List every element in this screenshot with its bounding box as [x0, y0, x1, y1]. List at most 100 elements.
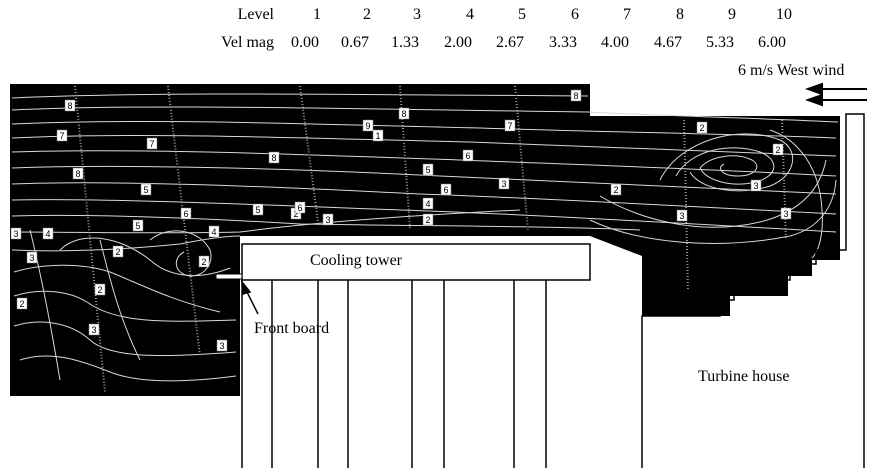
- contour-tag: 7: [56, 129, 68, 142]
- turbine-house-label: Turbine house: [698, 368, 790, 385]
- legend-level-heading: Level: [237, 6, 274, 23]
- turbine-house: [641, 113, 865, 468]
- svg-text:5: 5: [143, 185, 148, 195]
- streamlines: [11, 93, 839, 382]
- legend-vel-7: 4.00: [601, 34, 629, 51]
- contour-tag: 3: [26, 251, 38, 264]
- contour-tag: 2: [94, 283, 106, 296]
- legend-level-5: 5: [518, 6, 526, 23]
- contour-tag: 2: [112, 245, 124, 258]
- svg-text:9: 9: [365, 121, 370, 131]
- svg-text:2: 2: [115, 247, 120, 257]
- contour-tag: 3: [780, 207, 792, 220]
- svg-text:5: 5: [255, 205, 260, 215]
- legend-level-6: 6: [571, 6, 579, 23]
- contour-tag: 2: [16, 297, 28, 310]
- legend-level-10: 10: [776, 6, 792, 23]
- contour-tag: 5: [252, 203, 264, 216]
- contour-tag: 5: [140, 183, 152, 196]
- contour-tag: 8: [72, 167, 84, 180]
- svg-text:3: 3: [679, 211, 684, 221]
- tower-columns: [241, 280, 547, 468]
- contour-tag: 7: [504, 119, 516, 132]
- legend-vel-9: 5.33: [706, 34, 734, 51]
- svg-text:3: 3: [13, 229, 18, 239]
- svg-text:3: 3: [783, 209, 788, 219]
- svg-text:2: 2: [613, 185, 618, 195]
- contour-tag: 3: [498, 177, 510, 190]
- contour-tag: 7: [146, 137, 158, 150]
- front-board-arrow-icon: [241, 279, 259, 315]
- legend-level-4: 4: [466, 6, 474, 23]
- contour-tag: 6: [294, 201, 306, 214]
- legend-vel-3: 1.33: [391, 34, 419, 51]
- velocity-field: [10, 84, 840, 396]
- contour-tag: 3: [88, 323, 100, 336]
- svg-text:3: 3: [501, 179, 506, 189]
- svg-text:5: 5: [135, 221, 140, 231]
- front-board-label: Front board: [254, 320, 330, 337]
- cooling-tower: [241, 243, 591, 281]
- contour-tag: 1: [372, 129, 384, 142]
- contour-tag: 2: [696, 121, 708, 134]
- legend-level-9: 9: [728, 6, 736, 23]
- svg-text:6: 6: [465, 151, 470, 161]
- svg-text:2: 2: [201, 257, 206, 267]
- svg-text:2: 2: [97, 285, 102, 295]
- legend-vel-8: 4.67: [654, 34, 682, 51]
- svg-text:4: 4: [211, 227, 216, 237]
- legend-vel-10: 6.00: [758, 34, 786, 51]
- svg-text:8: 8: [271, 153, 276, 163]
- legend-vel-1: 0.00: [291, 34, 319, 51]
- svg-text:3: 3: [753, 181, 758, 191]
- contour-tag: 2: [198, 255, 210, 268]
- cooling-tower-label: Cooling tower: [310, 252, 402, 269]
- svg-text:7: 7: [59, 131, 64, 141]
- svg-text:6: 6: [297, 203, 302, 213]
- svg-text:8: 8: [401, 109, 406, 119]
- svg-text:1: 1: [375, 131, 380, 141]
- svg-text:4: 4: [425, 199, 430, 209]
- contour-tag: 8: [570, 89, 582, 102]
- front-board: [215, 273, 243, 280]
- contour-tag: 4: [42, 227, 54, 240]
- contour-tag: 9: [362, 119, 374, 132]
- svg-text:3: 3: [219, 341, 224, 351]
- svg-text:6: 6: [443, 185, 448, 195]
- contour-tag: 6: [180, 207, 192, 220]
- svg-text:7: 7: [149, 139, 154, 149]
- svg-text:2: 2: [293, 209, 298, 219]
- contour-tag: 3: [216, 339, 228, 352]
- contour-tag: 2: [610, 183, 622, 196]
- svg-text:4: 4: [45, 229, 50, 239]
- sampling-lines: [74, 85, 787, 393]
- contour-tag: 3: [676, 209, 688, 222]
- wind-label: 6 m/s West wind: [738, 62, 845, 79]
- contour-tag: 3: [750, 179, 762, 192]
- svg-text:8: 8: [75, 169, 80, 179]
- contour-tag: 2: [772, 143, 784, 156]
- contour-tag: 5: [132, 219, 144, 232]
- contour-tag: 3: [10, 227, 22, 240]
- legend-level-3: 3: [413, 6, 421, 23]
- contour-tag: 4: [208, 225, 220, 238]
- legend-vel-5: 2.67: [496, 34, 524, 51]
- contour-tag: 5: [422, 163, 434, 176]
- legend-level-1: 1: [313, 6, 321, 23]
- svg-text:8: 8: [67, 101, 72, 111]
- legend-vel-2: 0.67: [341, 34, 369, 51]
- contour-tag: 8: [268, 151, 280, 164]
- svg-text:2: 2: [775, 145, 780, 155]
- legend-vel-4: 2.00: [444, 34, 472, 51]
- legend-level-2: 2: [363, 6, 371, 23]
- svg-text:2: 2: [425, 215, 430, 225]
- contour-tag: 8: [398, 107, 410, 120]
- svg-text:3: 3: [325, 215, 330, 225]
- legend-level-8: 8: [676, 6, 684, 23]
- legend-level-row: Level: [0, 6, 869, 28]
- svg-text:5: 5: [425, 165, 430, 175]
- legend-level-7: 7: [623, 6, 631, 23]
- svg-text:3: 3: [91, 325, 96, 335]
